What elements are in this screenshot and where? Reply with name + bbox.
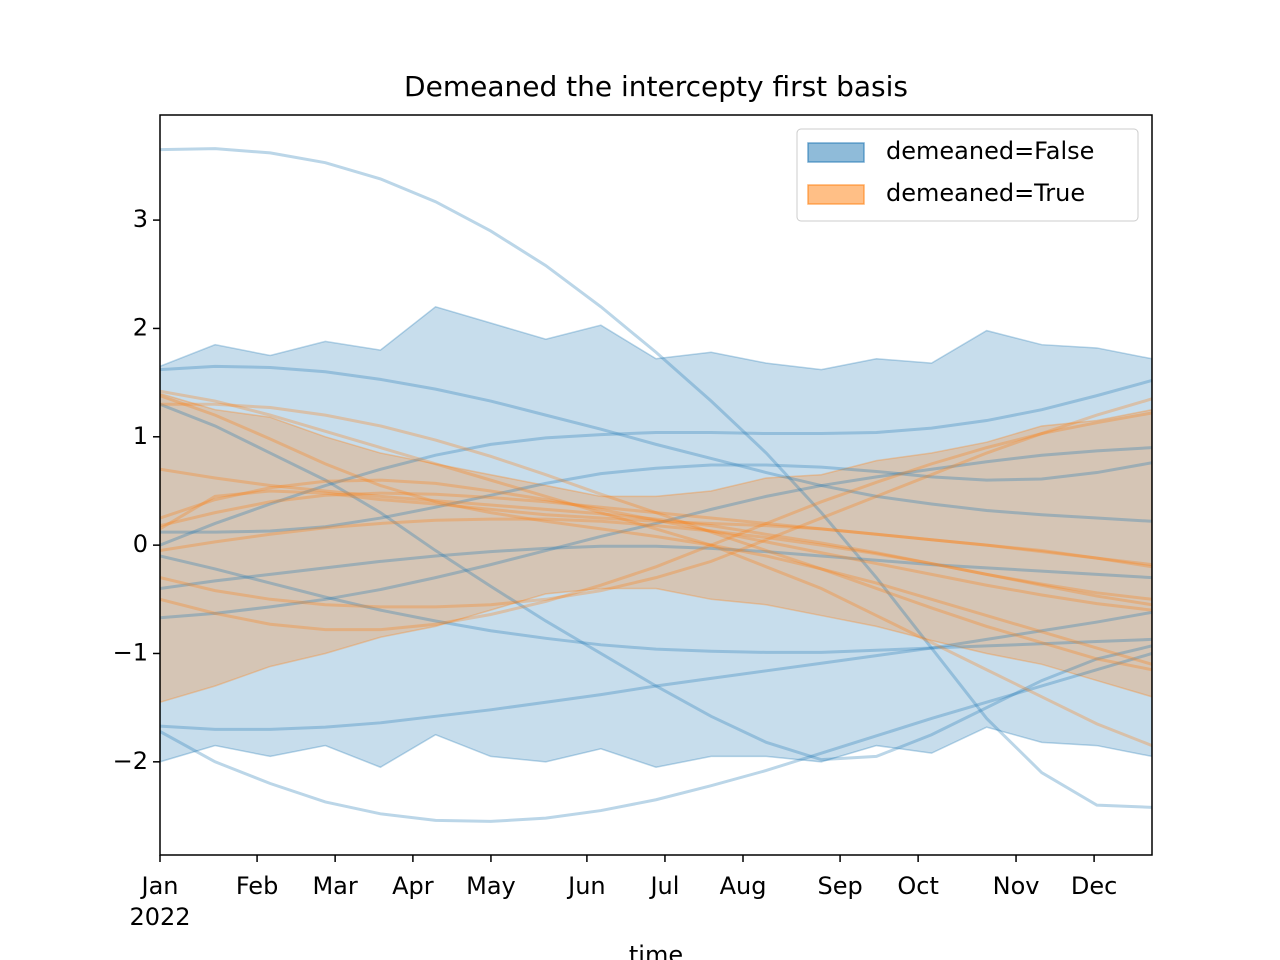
x-tick-label: Feb — [236, 872, 279, 900]
legend-label: demeaned=False — [886, 137, 1094, 165]
sample-line — [160, 652, 1152, 823]
sample-line — [160, 461, 1152, 534]
sample-line — [160, 467, 1152, 601]
sample-line — [160, 517, 1152, 607]
chart-title: Demeaned the intercepty first basis — [404, 70, 908, 103]
legend: demeaned=False demeaned=True — [796, 128, 1139, 222]
x-tick-label: Aug — [720, 872, 767, 900]
x-tick-label: Jun — [566, 872, 606, 900]
sample-line — [160, 402, 1152, 762]
legend-swatch — [807, 184, 865, 205]
band — [160, 305, 1152, 769]
sample-line — [160, 389, 1152, 747]
band — [160, 392, 1152, 704]
x-tick-label: Mar — [312, 872, 357, 900]
y-tick-label: −2 — [113, 747, 148, 775]
x-tick-label: Nov — [993, 872, 1040, 900]
sample-line — [160, 379, 1152, 547]
y-tick-label: 3 — [133, 205, 148, 233]
sample-line — [160, 147, 1152, 809]
x-tick-label: Dec — [1071, 872, 1117, 900]
x-tick-label: Oct — [897, 872, 939, 900]
y-tick-label: −1 — [113, 638, 148, 666]
sample-line — [160, 478, 1152, 612]
x-tick-label: Sep — [817, 872, 862, 900]
sample-line — [160, 554, 1152, 654]
sample-line — [160, 397, 1152, 609]
legend-box — [796, 128, 1139, 222]
sample-line — [160, 491, 1152, 567]
x-tick-label: Apr — [392, 872, 434, 900]
plot-area — [160, 147, 1152, 823]
sample-line — [160, 610, 1152, 731]
y-tick-label: 2 — [133, 313, 148, 341]
y-tick-label: 0 — [133, 530, 148, 558]
axes-frame — [159, 114, 1153, 856]
sample-line — [160, 446, 1152, 620]
sample-line — [160, 544, 1152, 590]
sample-line — [160, 402, 1152, 672]
sample-line — [160, 394, 1152, 666]
x-axis-label: time — [629, 941, 683, 960]
x-tick-label: Jul — [648, 872, 679, 900]
legend-swatch — [807, 142, 865, 163]
y-tick-label: 1 — [133, 422, 148, 450]
sample-line — [160, 489, 1152, 569]
sample-line — [160, 411, 1152, 632]
x-tick-label: May — [466, 872, 516, 900]
sample-line — [160, 364, 1152, 523]
x-year-label: 2022 — [129, 903, 190, 931]
legend-label: demeaned=True — [886, 179, 1085, 207]
x-tick-label: Jan — [140, 872, 179, 900]
